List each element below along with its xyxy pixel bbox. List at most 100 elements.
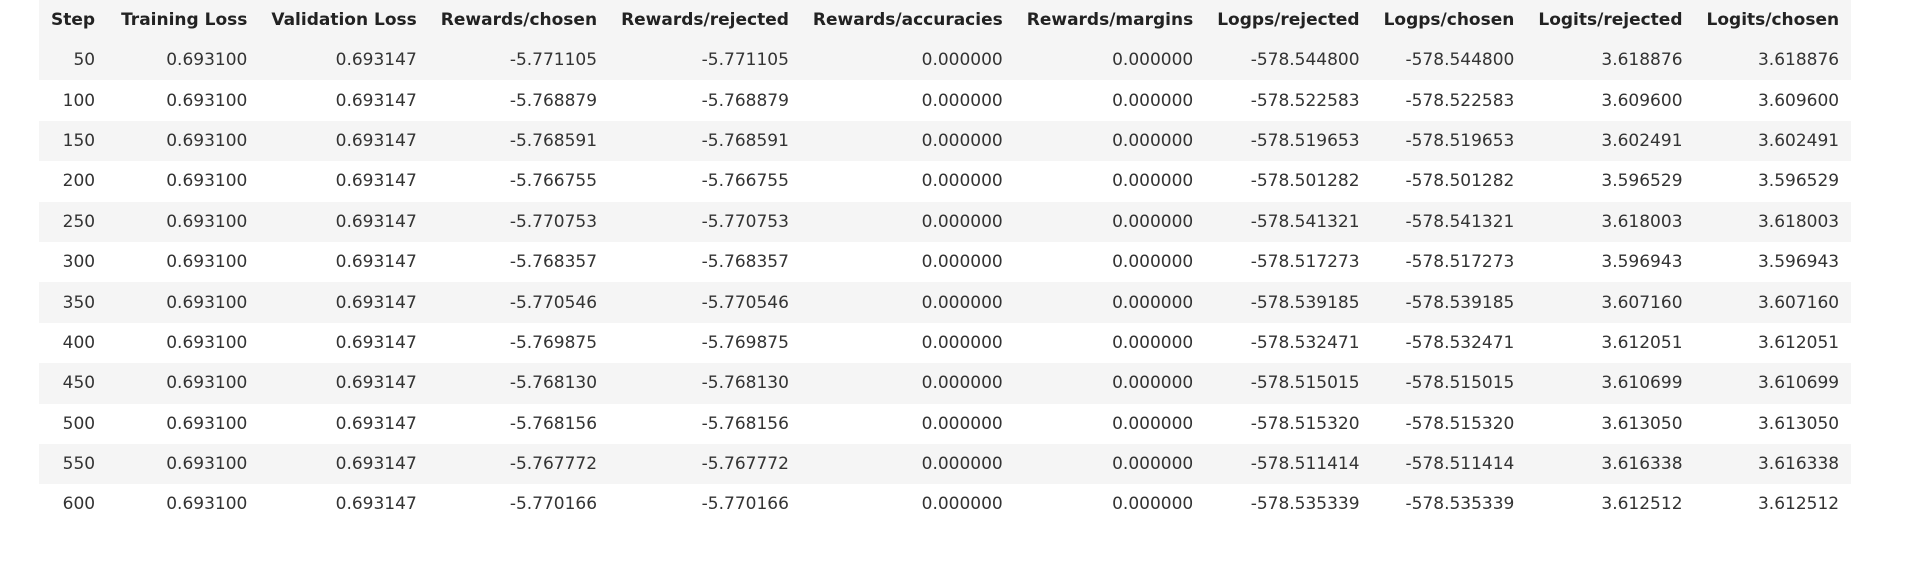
cell-rewards-accuracies: 0.000000 [921, 454, 1003, 475]
cell-logits-rejected: 3.610699 [1601, 373, 1683, 394]
cell-logits-chosen: 3.612512 [1757, 494, 1840, 515]
cell-rewards-chosen: -5.768357 [509, 252, 598, 273]
cell-rewards-accuracies: 0.000000 [921, 50, 1003, 71]
table-row: 100 0.693100 0.693147 -5.768879 -5.768879 0.0… [39, 80, 1852, 121]
cell-logps-rejected: -578.517273 [1250, 252, 1360, 273]
cell-logits-chosen: 3.616338 [1757, 454, 1840, 475]
column-header-logits-chosen: Logits/chosen [1706, 10, 1840, 30]
cell-training-loss: 0.693100 [166, 90, 248, 111]
cell-rewards-margins: 0.000000 [1112, 292, 1194, 313]
cell-step: 500 [62, 413, 96, 434]
cell-rewards-chosen: -5.770546 [509, 292, 598, 313]
table-row: 600 0.693100 0.693147 -5.770166 -5.770166 0.0… [39, 484, 1852, 525]
cell-step: 600 [62, 494, 96, 515]
cell-training-loss: 0.693100 [166, 413, 248, 434]
cell-logits-rejected: 3.618003 [1601, 211, 1683, 232]
training-results-table-container: Step Training Loss Validation Loss Rewards/… [39, 0, 1852, 525]
table-row: 50 0.693100 0.693147 -5.771105 -5.771105 0.00… [39, 40, 1852, 81]
table-row: 450 0.693100 0.693147 -5.768130 -5.768130 0.0… [39, 363, 1852, 404]
cell-training-loss: 0.693100 [166, 292, 248, 313]
cell-rewards-chosen: -5.768156 [509, 413, 598, 434]
cell-logits-chosen: 3.596943 [1757, 252, 1840, 273]
cell-rewards-accuracies: 0.000000 [921, 211, 1003, 232]
cell-rewards-rejected: -5.770753 [701, 211, 789, 232]
cell-logits-rejected: 3.607160 [1601, 292, 1683, 313]
cell-rewards-rejected: -5.766755 [701, 171, 789, 192]
cell-validation-loss: 0.693147 [335, 494, 417, 515]
cell-rewards-margins: 0.000000 [1112, 494, 1194, 515]
cell-logits-rejected: 3.602491 [1601, 130, 1683, 151]
cell-rewards-chosen: -5.770753 [509, 211, 598, 232]
cell-rewards-accuracies: 0.000000 [921, 292, 1003, 313]
cell-logps-rejected: -578.544800 [1250, 50, 1360, 71]
cell-logps-chosen: -578.515015 [1405, 373, 1515, 394]
cell-rewards-margins: 0.000000 [1112, 413, 1194, 434]
cell-validation-loss: 0.693147 [335, 292, 417, 313]
cell-rewards-accuracies: 0.000000 [921, 413, 1003, 434]
cell-step: 350 [62, 292, 96, 313]
cell-rewards-margins: 0.000000 [1112, 130, 1194, 151]
cell-rewards-chosen: -5.768130 [509, 373, 598, 394]
cell-rewards-rejected: -5.768879 [701, 90, 789, 111]
cell-rewards-rejected: -5.770546 [701, 292, 789, 313]
cell-logps-rejected: -578.535339 [1250, 494, 1360, 515]
cell-step: 50 [73, 50, 96, 71]
column-header-logits-rejected: Logits/rejected [1538, 10, 1683, 30]
cell-rewards-margins: 0.000000 [1112, 252, 1194, 273]
cell-step: 200 [62, 171, 96, 192]
cell-rewards-margins: 0.000000 [1112, 50, 1194, 71]
table-header: Step Training Loss Validation Loss Rewards/… [39, 0, 1852, 40]
cell-validation-loss: 0.693147 [335, 413, 417, 434]
cell-logits-chosen: 3.612051 [1757, 332, 1840, 353]
cell-logps-chosen: -578.501282 [1405, 171, 1515, 192]
cell-rewards-margins: 0.000000 [1112, 171, 1194, 192]
column-header-validation-loss: Validation Loss [271, 10, 417, 30]
table-row: 350 0.693100 0.693147 -5.770546 -5.770546 0.0… [39, 282, 1852, 323]
cell-training-loss: 0.693100 [166, 454, 248, 475]
training-results-table: Step Training Loss Validation Loss Rewards/… [39, 0, 1852, 525]
cell-validation-loss: 0.693147 [335, 332, 417, 353]
cell-training-loss: 0.693100 [166, 494, 248, 515]
table-row: 300 0.693100 0.693147 -5.768357 -5.768357 0.0… [39, 241, 1852, 283]
cell-logits-chosen: 3.596529 [1757, 171, 1840, 192]
column-header-logps-rejected: Logps/rejected [1217, 10, 1360, 30]
table-row: 500 0.693100 0.693147 -5.768156 -5.768156 0.0… [39, 403, 1852, 444]
cell-logits-chosen: 3.602491 [1757, 130, 1840, 151]
cell-rewards-rejected: -5.771105 [701, 50, 789, 71]
cell-validation-loss: 0.693147 [335, 252, 417, 273]
cell-validation-loss: 0.693147 [335, 90, 417, 111]
cell-validation-loss: 0.693147 [335, 454, 417, 475]
cell-rewards-rejected: -5.769875 [701, 332, 789, 353]
cell-rewards-rejected: -5.768357 [701, 252, 789, 273]
cell-rewards-accuracies: 0.000000 [921, 373, 1003, 394]
cell-rewards-accuracies: 0.000000 [921, 494, 1003, 515]
column-header-rewards-accuracies: Rewards/accuracies [812, 10, 1003, 30]
cell-logits-chosen: 3.613050 [1757, 413, 1840, 434]
cell-validation-loss: 0.693147 [335, 171, 417, 192]
cell-step: 400 [62, 332, 96, 353]
cell-rewards-rejected: -5.770166 [701, 494, 789, 515]
cell-logps-rejected: -578.515320 [1250, 413, 1360, 434]
cell-step: 300 [62, 252, 96, 273]
header-row: Step Training Loss Validation Loss Rewards/… [39, 0, 1852, 40]
cell-rewards-rejected: -5.768130 [701, 373, 789, 394]
cell-training-loss: 0.693100 [166, 211, 248, 232]
cell-logits-chosen: 3.607160 [1757, 292, 1840, 313]
cell-logits-rejected: 3.612512 [1601, 494, 1683, 515]
cell-rewards-chosen: -5.771105 [509, 50, 598, 71]
cell-validation-loss: 0.693147 [335, 50, 417, 71]
cell-training-loss: 0.693100 [166, 332, 248, 353]
cell-rewards-margins: 0.000000 [1112, 454, 1194, 475]
cell-logits-chosen: 3.610699 [1757, 373, 1840, 394]
cell-rewards-margins: 0.000000 [1112, 211, 1194, 232]
cell-rewards-rejected: -5.768591 [701, 130, 789, 151]
cell-logps-chosen: -578.541321 [1405, 211, 1515, 232]
cell-logits-chosen: 3.618003 [1757, 211, 1840, 232]
cell-logps-chosen: -578.544800 [1405, 50, 1515, 71]
cell-logps-rejected: -578.541321 [1250, 211, 1360, 232]
cell-training-loss: 0.693100 [166, 130, 248, 151]
cell-logps-chosen: -578.532471 [1405, 332, 1515, 353]
cell-logps-chosen: -578.535339 [1405, 494, 1515, 515]
cell-logps-chosen: -578.519653 [1405, 130, 1515, 151]
cell-logps-rejected: -578.519653 [1250, 130, 1360, 151]
